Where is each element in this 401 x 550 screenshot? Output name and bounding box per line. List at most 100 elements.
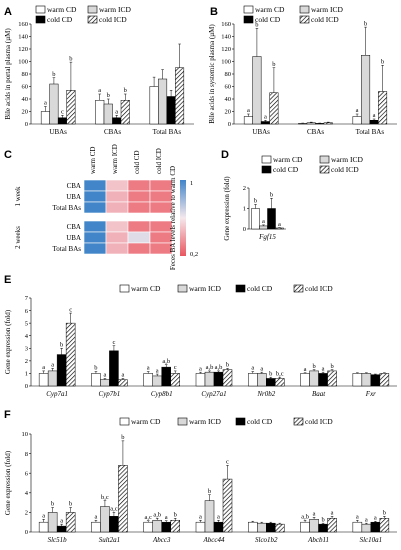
heatmap-cell [105,220,129,233]
bar [38,521,49,533]
category-label: CBAs [307,128,324,136]
bar [300,373,310,387]
category-label: CBAs [104,128,121,136]
significance-label: b [269,370,272,377]
bar [352,373,363,387]
colorbar [180,180,186,256]
heatmap-cell [127,190,151,203]
bar [158,78,168,125]
y-axis-label: Bile acids in portal plasma (µM) [4,28,12,120]
bar [266,378,276,387]
legend-swatch [293,284,304,293]
significance-label: b [383,510,386,517]
category-label: Cyp8b1 [151,390,173,398]
bar [257,522,267,533]
bar [40,111,50,125]
bar [175,67,185,125]
legend-label: cold ICD [331,165,359,174]
significance-label: a [121,372,124,379]
legend-swatch [119,284,130,293]
y-tick-label: 140 [221,34,231,41]
heatmap-row-label: Total BAs [53,204,82,212]
heatmap-group-label: 2 weeks [14,226,22,249]
y-tick-label: 2 [25,358,28,365]
legend-swatch [261,155,272,164]
y-tick-label: 8 [25,451,28,458]
bar [257,373,267,387]
y-axis-label: Bile acids in systemic plasma (µM) [208,24,216,124]
bar [213,371,224,387]
bar [251,208,260,230]
bar [361,523,372,533]
significance-label: a,b [162,358,170,365]
significance-label: a,b [206,364,214,371]
heatmap-cell [83,242,107,255]
bar [269,92,279,125]
significance-label: a [313,511,316,518]
significance-label: a [115,108,118,115]
y-tick-label: 0 [243,226,246,233]
category-label: Nr0b2 [256,390,275,398]
panel-letter: B [210,6,218,18]
category-label: Slc10a1 [360,536,383,544]
bar [109,350,119,387]
heatmap-row-label: UBA [66,193,81,201]
legend-label: warm ICD [189,417,221,426]
significance-label: b [330,363,333,370]
legend-swatch [243,15,254,24]
heatmap-cell [127,231,151,244]
significance-label: a [260,365,263,372]
legend-swatch [35,15,46,24]
significance-label: a [262,218,265,225]
heatmap-cell [149,242,173,255]
significance-label: a [60,517,63,524]
panel-letter: E [4,274,11,286]
panel-b: B 0 20 40 60 80 100 120 140 160 Bile acids in syst… [208,5,397,136]
legend-label: warm CD [47,5,77,14]
bar [47,370,58,387]
y-tick-label: 5 [25,320,28,327]
significance-label: b [321,516,324,523]
heatmap-row-label: Total BAs [53,245,82,253]
significance-label: b [208,488,211,495]
y-tick-label: 7 [25,295,29,302]
bar [379,518,390,533]
significance-label: b [107,92,110,99]
significance-label: a [356,513,359,520]
heatmap-cell [105,190,129,203]
significance-label: a,b [215,364,223,371]
bar [204,500,215,533]
bar [100,379,110,387]
y-tick-label: 120 [18,46,28,53]
bar [149,86,159,125]
significance-label: b [69,501,72,508]
significance-label: a,b [301,513,309,520]
significance-label: a [147,365,150,372]
bar [65,322,76,387]
y-axis-label: Gene expression (fold) [4,309,12,374]
bar [300,521,310,533]
legend-swatch [87,15,98,24]
bar [170,373,180,387]
panel-a: A 0 20 40 60 80 100 120 140 160 Bile acids in port… [4,5,194,136]
legend-label: warm ICD [311,5,343,14]
bar [161,521,171,533]
y-tick-label: 40 [22,96,29,103]
bar [170,519,180,533]
bar [266,522,276,533]
significance-label: a [304,366,307,373]
bar [298,123,308,125]
bar [259,225,268,230]
significance-label: a [98,87,101,94]
legend-label: warm CD [131,284,161,293]
panel-letter: C [4,149,12,161]
bar [204,371,215,387]
significance-label: a,b [153,511,161,518]
significance-label: b [69,55,72,62]
heatmap-cell [83,220,107,233]
panel-letter: D [221,149,229,161]
heatmap-row-label: CBA [67,182,81,190]
